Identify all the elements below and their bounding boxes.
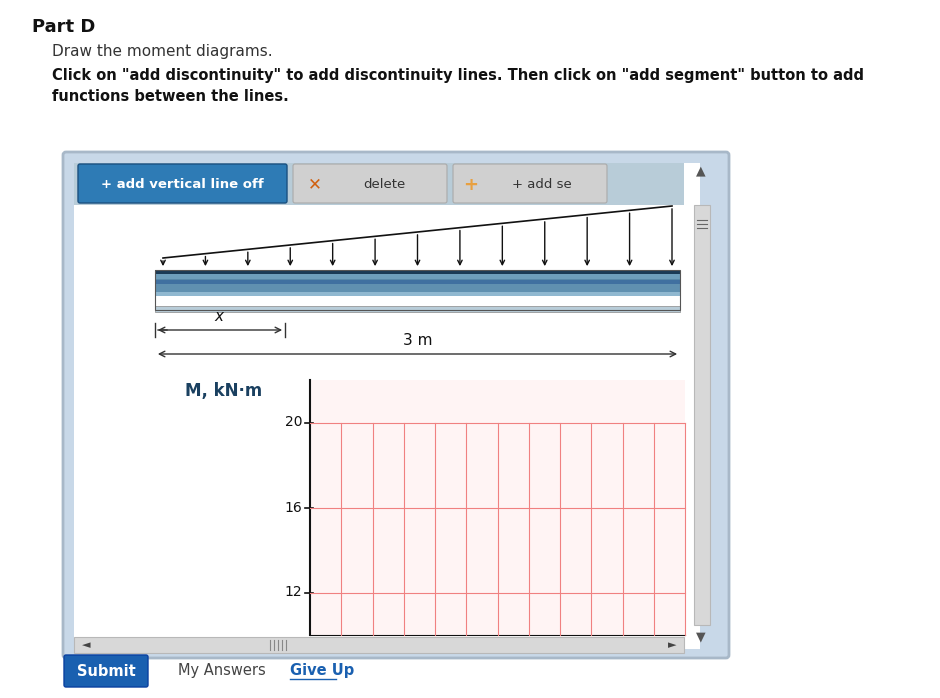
Bar xyxy=(74,637,684,653)
Text: $x$: $x$ xyxy=(214,309,226,324)
Text: ►: ► xyxy=(667,640,676,650)
Text: delete: delete xyxy=(363,178,405,191)
Text: My Answers: My Answers xyxy=(178,664,266,678)
Bar xyxy=(155,292,680,296)
Bar xyxy=(155,270,680,274)
Bar xyxy=(694,205,710,625)
Text: + add vertical line off: + add vertical line off xyxy=(102,178,264,191)
Text: Submit: Submit xyxy=(77,664,135,678)
Text: Part D: Part D xyxy=(32,18,95,36)
Text: Give Up: Give Up xyxy=(290,664,354,678)
Text: +: + xyxy=(463,175,478,193)
Text: Click on "add discontinuity" to add discontinuity lines. Then click on "add segm: Click on "add discontinuity" to add disc… xyxy=(52,68,864,104)
Text: 12: 12 xyxy=(285,586,302,600)
Bar xyxy=(155,274,680,296)
Text: M, kN·m: M, kN·m xyxy=(185,382,262,400)
Text: 16: 16 xyxy=(284,500,302,514)
Text: 3 m: 3 m xyxy=(402,333,432,348)
Bar xyxy=(155,274,680,279)
FancyBboxPatch shape xyxy=(63,152,729,658)
Text: ▲: ▲ xyxy=(697,165,706,177)
Bar xyxy=(74,163,700,649)
Text: ◄: ◄ xyxy=(82,640,90,650)
Text: Draw the moment diagrams.: Draw the moment diagrams. xyxy=(52,44,273,59)
Text: ✕: ✕ xyxy=(308,175,321,193)
Bar xyxy=(155,284,680,292)
FancyBboxPatch shape xyxy=(293,164,447,203)
Bar xyxy=(155,270,680,310)
Text: 20: 20 xyxy=(285,415,302,429)
Text: ▼: ▼ xyxy=(697,630,706,644)
FancyBboxPatch shape xyxy=(453,164,607,203)
FancyBboxPatch shape xyxy=(78,164,287,203)
Text: + add se: + add se xyxy=(512,178,572,191)
Bar xyxy=(310,380,685,635)
FancyBboxPatch shape xyxy=(64,655,148,687)
Bar xyxy=(155,280,680,284)
Bar xyxy=(74,163,684,205)
Bar xyxy=(155,306,680,312)
